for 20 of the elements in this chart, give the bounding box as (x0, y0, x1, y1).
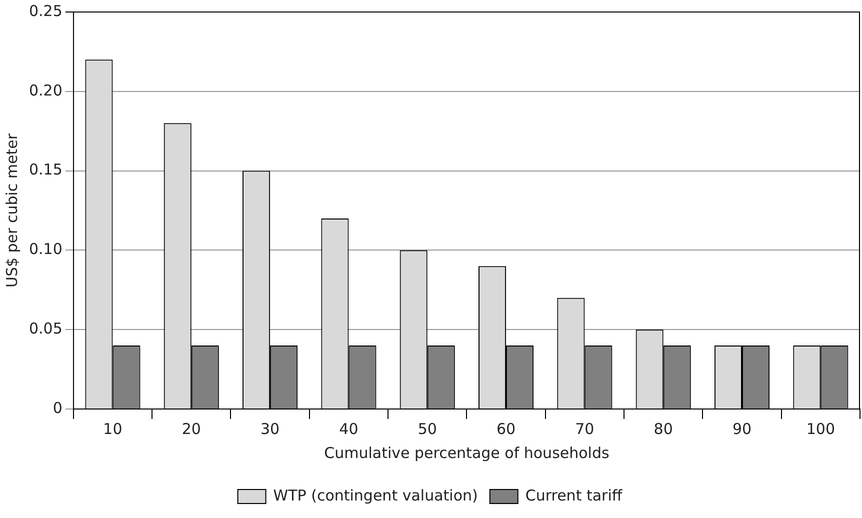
x-tick-label: 10 (103, 420, 122, 438)
x-tick-label: 60 (496, 420, 516, 438)
y-tick-label: 0.25 (28, 2, 62, 20)
x-tick-label: 90 (732, 420, 752, 438)
y-tick-label: 0.10 (28, 240, 62, 258)
legend-label: WTP (contingent valuation) (273, 486, 478, 504)
y-tick-label: 0 (52, 398, 62, 417)
y-tick-label: 0.15 (28, 160, 62, 179)
x-tick-label: 50 (418, 420, 437, 438)
x-tick-label: 100 (806, 420, 835, 438)
x-tick-label: 40 (339, 420, 358, 438)
x-tick-label: 80 (654, 420, 673, 438)
y-tick-label: 0.20 (28, 81, 62, 100)
x-tick-label: 70 (575, 420, 594, 438)
x-axis-title: Cumulative percentage of households (324, 444, 610, 462)
y-axis-title: US$ per cubic meter (2, 132, 21, 288)
x-tick-label: 30 (260, 420, 280, 438)
legend-label: Current tariff (525, 486, 623, 504)
x-tick-label: 20 (182, 420, 201, 438)
y-tick-label: 0.05 (28, 319, 62, 338)
